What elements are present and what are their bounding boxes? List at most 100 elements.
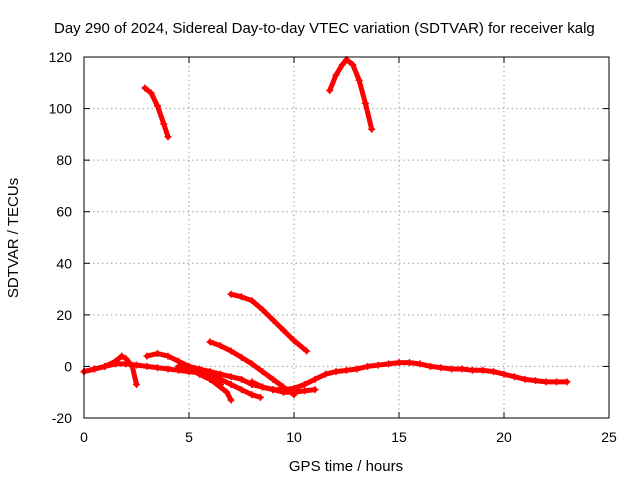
data-point-arc-10 [553,378,560,386]
data-point-arc-8 [269,375,277,383]
data-point-arc-7 [206,375,214,383]
data-point-arc-9 [259,306,266,314]
data-point-arc-9 [303,347,311,355]
data-series [80,56,571,404]
data-point-arc-7 [196,370,203,378]
data-point-arc-2 [154,364,161,372]
data-point-arc-6 [256,393,264,401]
data-point-arc-4 [154,350,161,358]
data-point-arc-11 [355,76,363,84]
data-point-arc-3 [154,102,161,110]
data-point-arc-8 [238,353,245,361]
data-point-arc-10 [374,361,382,369]
data-point-arc-10 [563,378,571,386]
grid [84,57,609,418]
data-point-arc-2 [91,365,98,373]
y-tick-label: 40 [56,255,72,271]
data-point-arc-7 [217,380,224,388]
data-point-arc-10 [259,383,266,391]
data-point-arc-5 [227,396,235,404]
data-point-arc-8 [248,360,256,368]
x-tick-label: 0 [80,429,88,445]
chart-title: Day 290 of 2024, Sidereal Day-to-day VTE… [54,20,595,37]
y-tick-label: 60 [56,204,72,220]
y-tick-label: 80 [56,152,72,168]
data-point-arc-2 [101,362,109,370]
data-point-arc-10 [353,365,361,373]
data-point-arc-11 [349,61,357,69]
data-point-arc-10 [364,362,371,370]
x-tick-label: 10 [286,429,302,445]
x-tick-label: 20 [496,429,512,445]
data-point-arc-11 [361,99,369,107]
data-point-arc-3 [160,120,168,128]
data-point-arc-8 [227,347,235,355]
data-point-arc-11 [332,71,340,79]
axis-ticks: 0 5 10 15 20 25 -20 0 20 40 60 80 100 120 [49,49,617,445]
data-point-arc-9 [280,326,287,334]
data-point-arc-10 [343,366,350,374]
data-point-arc-9 [290,337,298,345]
data-point-arc-10 [542,378,550,386]
data-point-arc-10 [469,366,476,374]
series-arc-9 [228,291,310,354]
y-tick-label: 20 [56,307,72,323]
data-point-arc-10 [290,384,298,392]
plot-frame [83,56,610,419]
data-point-arc-4 [301,387,308,395]
data-point-arc-10 [448,365,455,373]
data-point-arc-10 [395,359,403,367]
data-point-arc-10 [280,386,287,394]
data-point-arc-2 [164,365,172,373]
data-point-arc-6 [238,386,245,394]
y-tick-label: 0 [64,358,72,374]
data-point-arc-10 [416,360,424,368]
data-point-arc-10 [479,366,487,374]
data-point-arc-2 [112,360,119,368]
data-point-arc-10 [500,370,508,378]
data-point-arc-10 [322,370,329,378]
data-point-arc-3 [147,89,155,97]
data-point-arc-10 [332,368,340,376]
data-point-arc-3 [141,84,149,92]
x-tick-label: 15 [391,429,407,445]
data-point-arc-2 [143,362,151,370]
data-point-arc-4 [227,373,235,381]
series-arc-11 [327,57,375,132]
data-point-arc-6 [248,391,256,399]
data-point-arc-10 [458,365,466,373]
data-point-arc-4 [311,386,319,394]
data-point-arc-9 [227,290,235,298]
data-point-arc-10 [437,364,445,372]
y-tick-label: 100 [49,101,73,117]
data-point-arc-6 [175,362,182,370]
data-point-arc-10 [385,360,392,368]
y-axis-label: SDTVAR / TECUs [5,178,22,298]
data-point-arc-10 [521,375,529,383]
data-point-arc-10 [269,386,277,394]
data-point-arc-9 [269,316,277,324]
data-point-arc-8 [217,342,224,350]
data-point-arc-10 [427,362,434,370]
y-tick-label: -20 [52,410,72,426]
data-point-arc-10 [511,373,518,381]
data-point-arc-10 [311,375,319,383]
data-point-arc-11 [326,87,334,95]
data-point-arc-4 [238,375,245,383]
data-point-arc-2 [122,360,130,368]
data-point-arc-4 [143,352,151,360]
data-point-arc-3 [164,133,172,141]
series-arc-3 [142,85,171,140]
data-point-arc-10 [490,368,497,376]
data-point-arc-9 [248,297,256,305]
data-point-arc-10 [532,377,539,385]
data-point-arc-6 [185,365,193,373]
data-point-arc-5 [223,388,231,396]
data-point-arc-1 [133,380,140,388]
data-point-arc-4 [164,352,172,360]
x-axis-label: GPS time / hours [289,458,403,475]
data-point-arc-8 [259,368,266,376]
data-point-arc-10 [406,359,413,367]
data-point-arc-9 [238,293,245,301]
